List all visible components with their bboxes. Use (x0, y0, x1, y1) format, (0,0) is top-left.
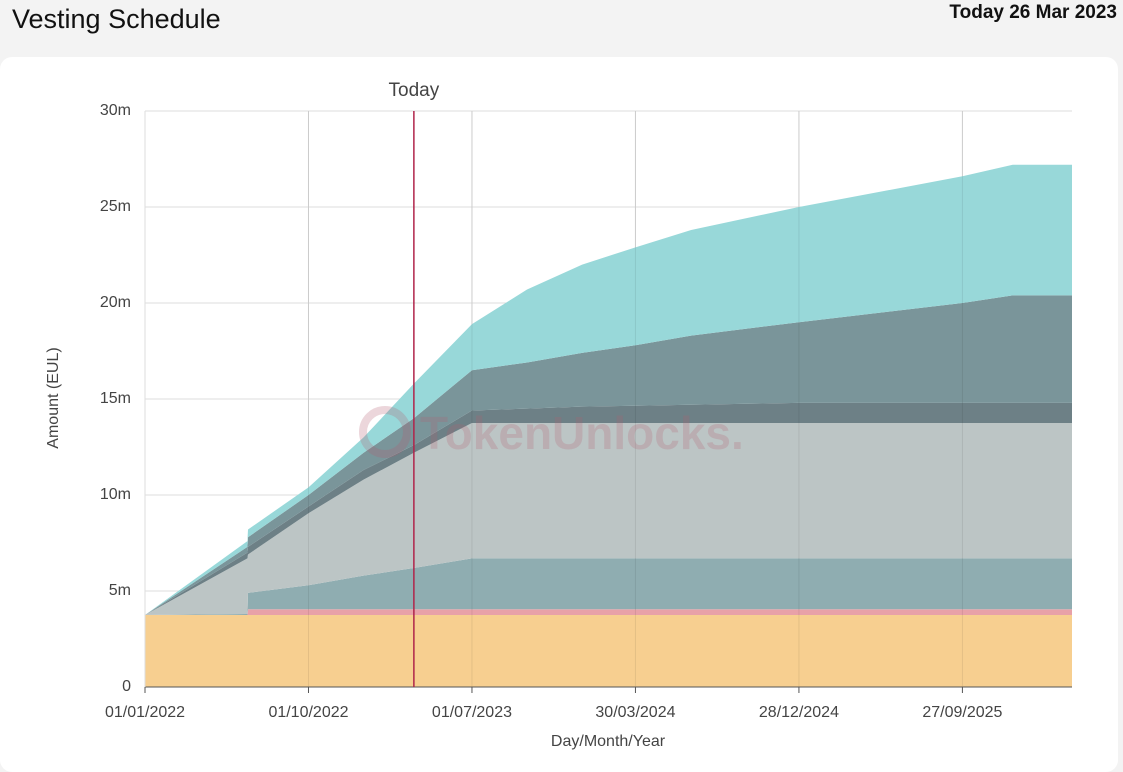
area (145, 615, 1072, 687)
y-tick-label: 25m (100, 198, 131, 215)
x-tick-label: 01/10/2022 (268, 704, 348, 721)
x-tick-label: 01/07/2023 (432, 704, 512, 721)
y-tick-label: 20m (100, 294, 131, 311)
area (145, 423, 1072, 615)
area (145, 164, 1072, 615)
y-axis-label: Amount (EUL) (45, 347, 62, 448)
y-tick-label: 30m (100, 102, 131, 119)
x-axis-label: Day/Month/Year (551, 733, 666, 750)
x-tick-label: 28/12/2024 (759, 704, 839, 721)
x-tick-label: 27/09/2025 (922, 704, 1002, 721)
watermark: TokenUnlocks. (420, 407, 744, 459)
watermark-logo (359, 406, 411, 458)
y-tick-label: 15m (100, 390, 131, 407)
area (145, 295, 1072, 615)
x-tick-label: 01/01/2022 (105, 704, 185, 721)
x-tick-label: 30/03/2024 (595, 704, 675, 721)
y-tick-label: 10m (100, 486, 131, 503)
today-date: Today 26 Mar 2023 (949, 2, 1117, 23)
area (145, 609, 1072, 615)
today-label: Today (389, 80, 440, 101)
y-tick-label: 0 (122, 678, 131, 695)
y-tick-label: 5m (109, 582, 131, 599)
page-title: Vesting Schedule (12, 4, 221, 34)
area (145, 558, 1072, 615)
